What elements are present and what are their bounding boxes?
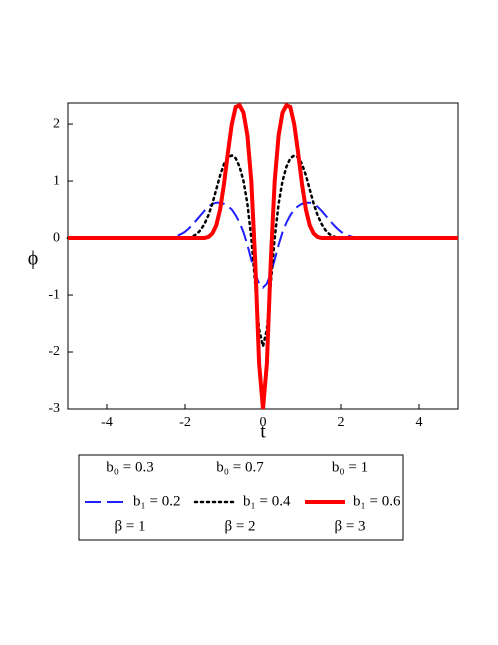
legend-label: b₁ = 0.6 bbox=[353, 493, 401, 509]
legend-label: β = 2 bbox=[224, 518, 255, 534]
x-tick-label: 2 bbox=[338, 415, 345, 430]
x-tick-label: -4 bbox=[101, 415, 113, 430]
x-tick-label: 4 bbox=[416, 415, 423, 430]
legend-label: b₀ = 0.7 bbox=[216, 459, 264, 475]
legend-label: b₀ = 1 bbox=[332, 459, 368, 475]
legend-label: β = 1 bbox=[114, 518, 145, 534]
legend-label: b₁ = 0.2 bbox=[133, 493, 180, 509]
x-tick-label: -2 bbox=[179, 415, 191, 430]
legend-label: b₀ = 0.3 bbox=[106, 459, 153, 475]
y-tick-label: -2 bbox=[48, 344, 60, 359]
legend-label: β = 3 bbox=[334, 518, 365, 534]
legend-frame bbox=[78, 454, 404, 541]
y-tick-label: -3 bbox=[48, 401, 60, 416]
series-line bbox=[68, 102, 458, 410]
x-tick-label: 0 bbox=[260, 415, 267, 430]
legend-label: b₁ = 0.4 bbox=[243, 493, 291, 509]
y-tick-label: 0 bbox=[53, 230, 60, 245]
y-tick-label: -1 bbox=[48, 287, 60, 302]
plot-frame bbox=[67, 102, 459, 410]
y-axis-label: ϕ bbox=[28, 248, 39, 270]
series-line bbox=[68, 201, 458, 290]
series-line bbox=[66, 153, 460, 347]
y-tick-label: 1 bbox=[53, 173, 60, 188]
x-axis-label: t bbox=[260, 421, 266, 443]
y-tick-label: 2 bbox=[53, 116, 60, 131]
legend: b₀ = 0.3 b₁ = 0.2 β = 1 b₀ = 0.7 b₁ = 0.4 β =… bbox=[85, 459, 401, 534]
